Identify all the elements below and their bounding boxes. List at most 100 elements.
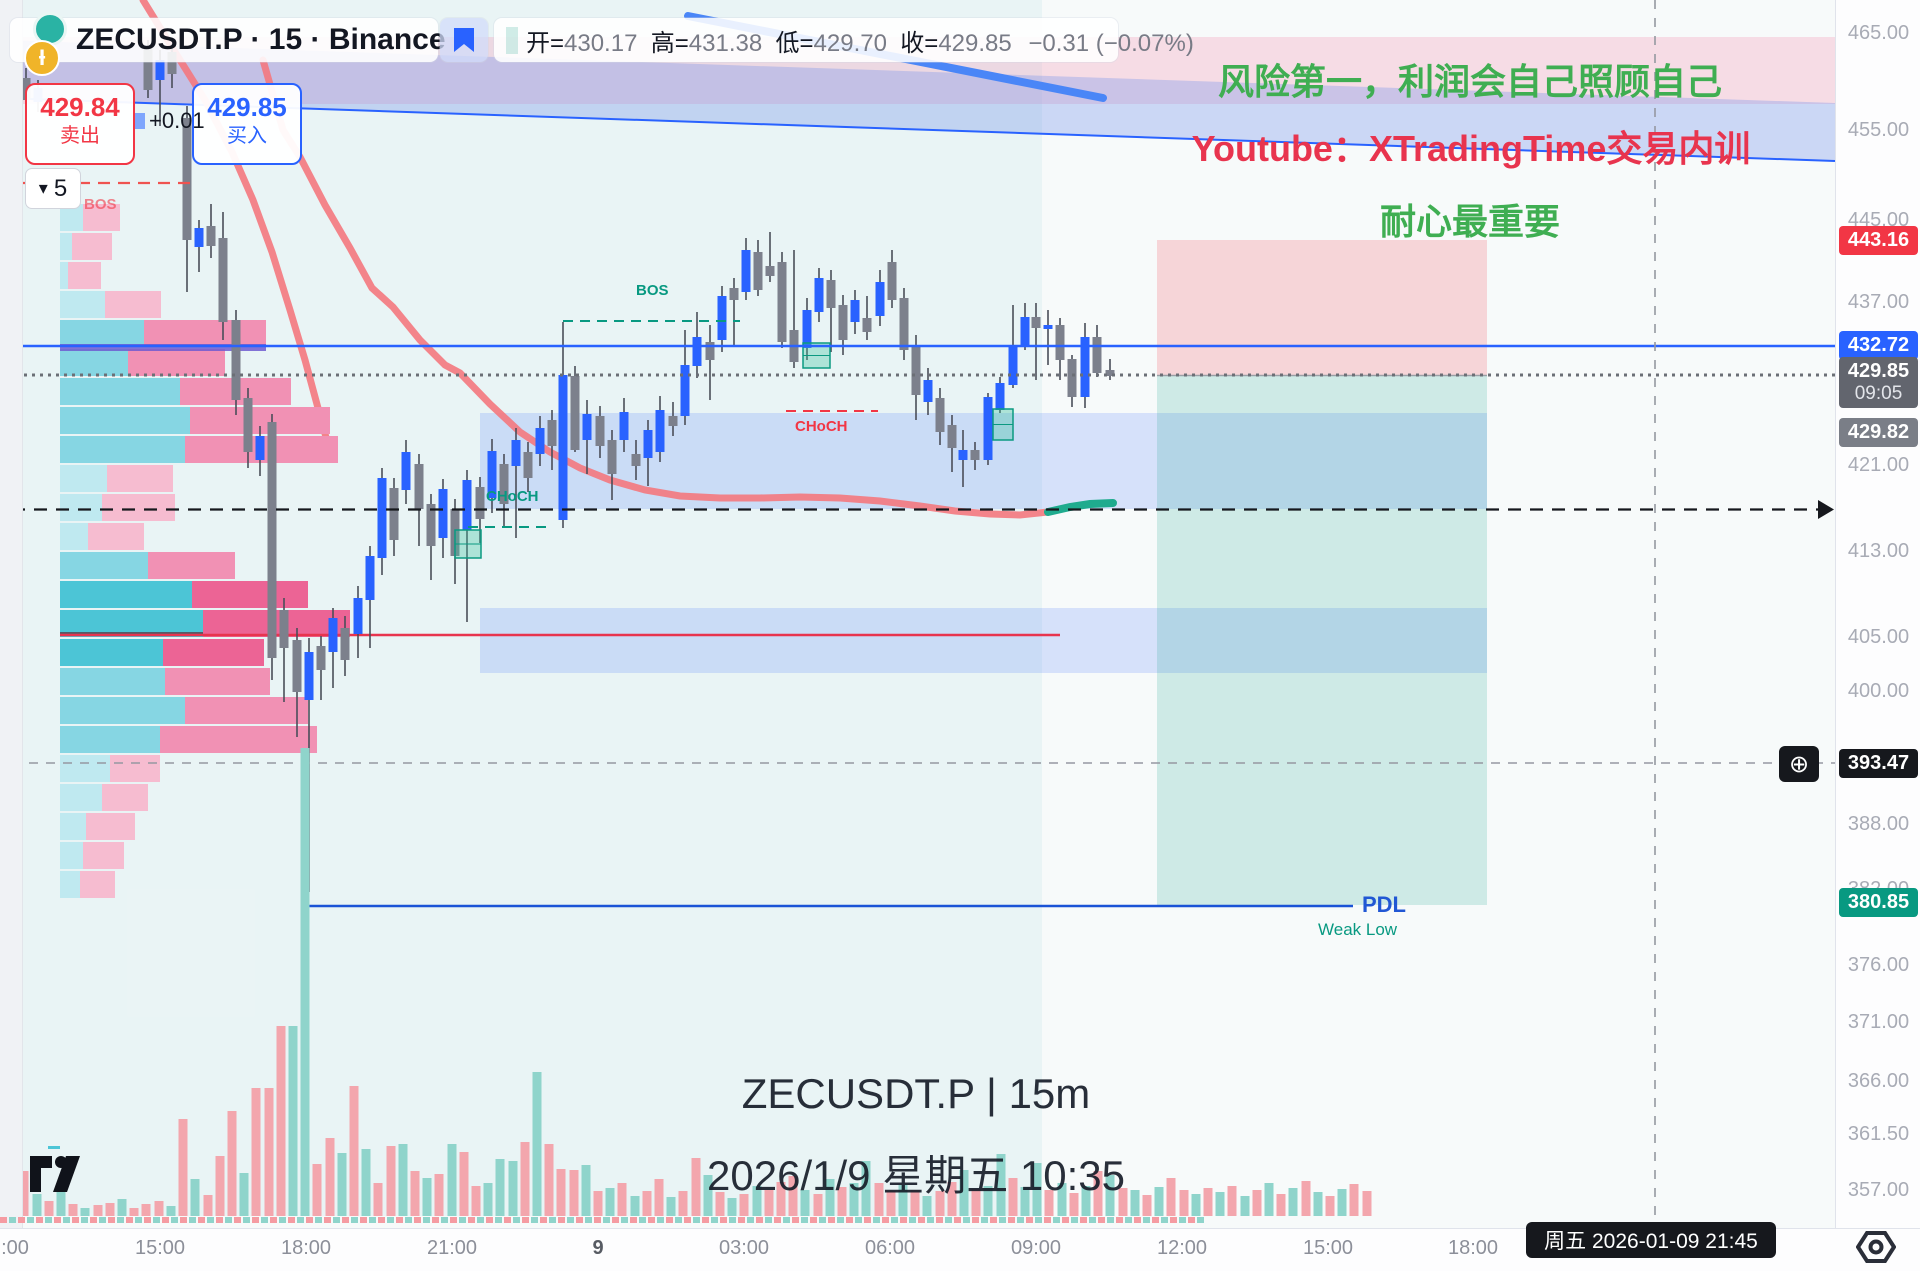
flag-pill[interactable] [440, 18, 488, 62]
price-tick-label: 371.00 [1847, 1011, 1910, 1033]
candle-body [765, 266, 775, 276]
bos-label: BOS [636, 282, 669, 299]
symbol-title[interactable]: ZECUSDT.P · 15 · Binance [76, 23, 446, 56]
volume-profile-sell-bar [105, 291, 161, 318]
volume-profile-buy-bar [60, 523, 88, 550]
volume-bar [129, 1208, 139, 1216]
zone-band-2 [480, 608, 1487, 673]
time-tick-label: 9 [592, 1237, 604, 1259]
candle-body [547, 420, 557, 446]
buy-button[interactable]: 429.85 买入 [192, 83, 302, 165]
volume-bar [325, 1138, 335, 1216]
annotation-line-3: 耐心最重要 [1379, 201, 1560, 242]
candle-body [899, 298, 909, 350]
candle-body [353, 598, 363, 634]
spread-indicator: +0.01 [135, 108, 205, 134]
trend-dash-strip [0, 1217, 1205, 1223]
volume-profile-sell-bar [185, 436, 338, 463]
sell-label: 卖出 [60, 124, 100, 147]
volume-profile-sell-bar [180, 378, 291, 405]
volume-profile-buy-bar [60, 262, 68, 289]
collapsed-toolbar-strip[interactable] [0, 0, 23, 1271]
low-label: 低 [775, 29, 800, 57]
candle-body [680, 365, 690, 416]
volume-profile-buy-bar [60, 436, 185, 463]
gear-settings-icon[interactable] [1856, 1230, 1896, 1264]
candle-body [438, 489, 448, 538]
candle-body [231, 320, 241, 400]
volume-profile-buy-bar [60, 320, 144, 347]
volume-profile-sell-bar [185, 697, 308, 724]
tradingview-logo-icon[interactable] [28, 1144, 84, 1194]
price-tick-label: 465.00 [1847, 22, 1910, 44]
candle-body [328, 618, 338, 652]
crosshair-date-badge: 周五 2026-01-09 21:45 [1526, 1222, 1776, 1258]
volume-profile-sell-bar [102, 494, 175, 521]
position-profit-zone [1157, 375, 1487, 905]
bookmark-flag-icon[interactable] [452, 27, 476, 53]
watermark-date: 2026/1/9 星期五 10:35 [707, 1152, 1125, 1199]
volume-bar [227, 1111, 237, 1216]
candle-body [535, 428, 545, 454]
volume-profile-buy-bar [60, 465, 107, 492]
interval-dropdown[interactable]: ▾ 5 [25, 168, 81, 209]
volume-bar [434, 1174, 444, 1216]
volume-profile-buy-bar [60, 871, 80, 898]
open-label: 开 [526, 29, 550, 57]
open-value: 430.17 [564, 29, 638, 57]
price-tick-label: 413.00 [1847, 540, 1910, 562]
candle-body [279, 610, 289, 648]
add-order-plus-button[interactable]: ⊕ [1779, 746, 1819, 782]
candle-body [206, 226, 216, 246]
candle-body [995, 383, 1005, 410]
volume-bar [141, 1204, 151, 1216]
candle-body [582, 414, 592, 440]
volume-profile-sell-bar [68, 262, 101, 289]
volume-bar [337, 1153, 347, 1216]
volume-profile-sell-bar [203, 610, 350, 637]
time-tick-label: :00 [1, 1237, 29, 1259]
volume-profile-buy-bar [60, 784, 102, 811]
volume-profile-buy-bar [60, 291, 105, 318]
ohlc-pill[interactable]: 开=430.17 高=431.38 低=429.70 收=429.85 −0.3… [494, 18, 1194, 62]
volume-profile-buy-bar [60, 494, 102, 521]
candle-body [267, 422, 277, 658]
sell-button[interactable]: 429.84 卖出 [25, 83, 135, 165]
volume-bar [386, 1146, 396, 1216]
candle-body [777, 262, 787, 342]
symbol-pill[interactable]: ZECUSDT.P · 15 · Binance [10, 18, 446, 62]
volume-profile-sell-bar [190, 407, 330, 434]
price-tick-label: 437.00 [1847, 291, 1910, 313]
sell-price: 429.84 [40, 92, 120, 122]
candle-body [1105, 370, 1115, 376]
candle-body [1031, 317, 1041, 328]
volume-bar [105, 1203, 115, 1216]
buy-price: 429.85 [207, 92, 287, 122]
candle-body [426, 504, 436, 546]
volume-bar [32, 1194, 42, 1216]
volume-bar [93, 1205, 103, 1216]
volume-profile-sell-bar [148, 552, 235, 579]
volume-profile-sell-bar [160, 726, 317, 753]
time-tick-label: 18:00 [280, 1237, 332, 1259]
candle-body [218, 238, 228, 322]
volume-profile-sell-bar [144, 320, 266, 347]
price-axis[interactable]: 465.00 455.00 445.00 437.00 421.00 413.00 405.… [1835, 0, 1920, 1228]
candle-body [255, 436, 265, 460]
time-tick-label: 03:00 [718, 1237, 770, 1259]
candle-body [292, 640, 302, 692]
candle-body [1055, 325, 1065, 360]
volume-profile-sell-bar [110, 755, 160, 782]
price-badge-429.82: 429.82 [1839, 418, 1918, 447]
volume-bar [239, 1173, 249, 1216]
weak-low-label: Weak Low [1318, 920, 1398, 939]
volume-bar [215, 1156, 225, 1216]
candle-body [570, 376, 580, 450]
volume-bar [154, 1201, 164, 1216]
volume-profile-sell-bar [102, 784, 148, 811]
candle-body [243, 398, 253, 452]
volume-bar [264, 1088, 274, 1216]
volume-profile-buy-bar [60, 233, 72, 260]
spread-value: +0.01 [149, 108, 205, 133]
volume-bar [288, 1026, 298, 1216]
